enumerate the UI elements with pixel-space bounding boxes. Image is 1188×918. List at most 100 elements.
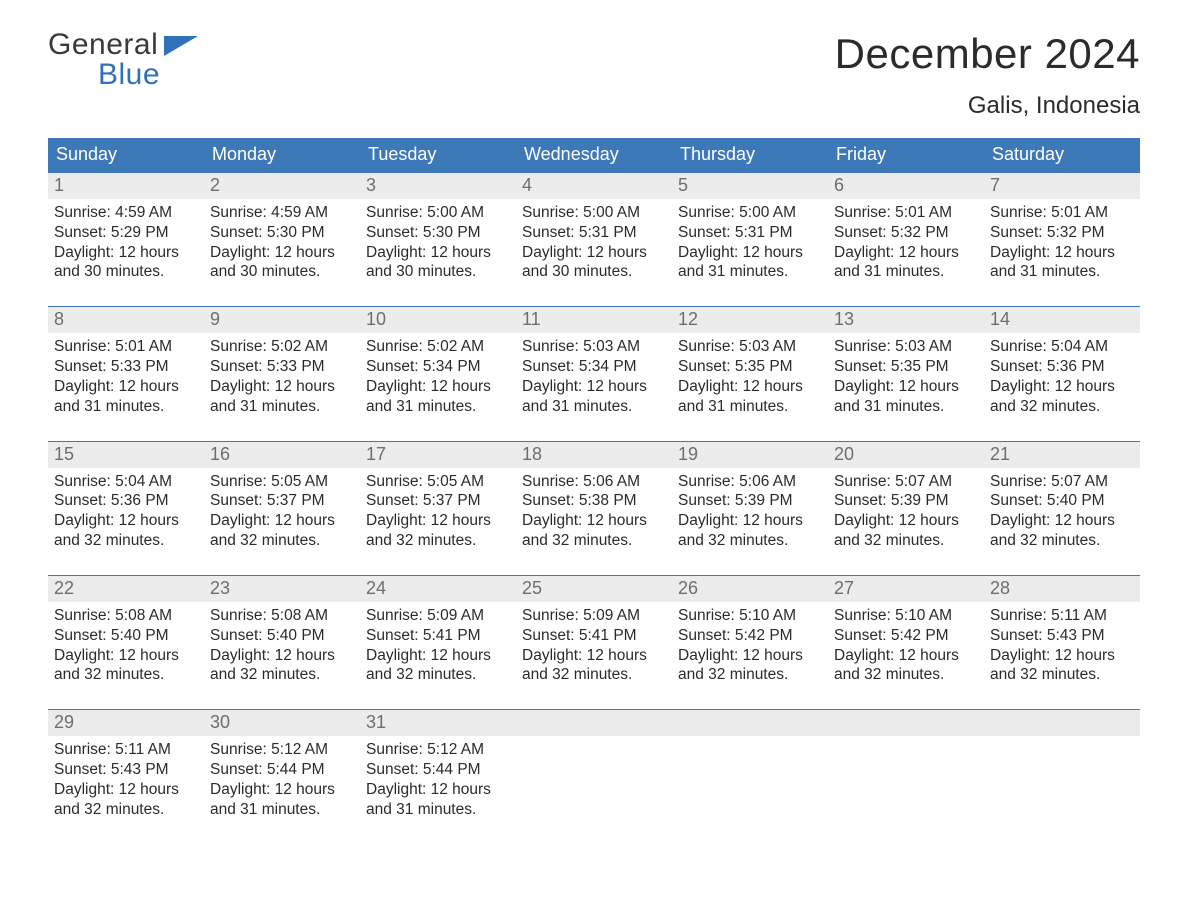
- sunset-text: Sunset: 5:37 PM: [366, 491, 510, 511]
- brand-line2: Blue: [98, 60, 160, 90]
- sunrise-text: Sunrise: 5:08 AM: [54, 606, 198, 626]
- day-number: [828, 710, 984, 736]
- sunset-text: Sunset: 5:42 PM: [678, 626, 822, 646]
- daylight-line2: and 32 minutes.: [210, 531, 354, 551]
- daylight-line2: and 31 minutes.: [54, 397, 198, 417]
- sunrise-text: Sunrise: 5:03 AM: [678, 337, 822, 357]
- day-body: Sunrise: 5:08 AMSunset: 5:40 PMDaylight:…: [204, 602, 360, 685]
- day-cell: 6Sunrise: 5:01 AMSunset: 5:32 PMDaylight…: [828, 173, 984, 282]
- day-cell: 13Sunrise: 5:03 AMSunset: 5:35 PMDayligh…: [828, 307, 984, 416]
- sunrise-text: Sunrise: 5:02 AM: [210, 337, 354, 357]
- daylight-line2: and 30 minutes.: [522, 262, 666, 282]
- daylight-line1: Daylight: 12 hours: [54, 646, 198, 666]
- header-row: General Blue December 2024 Galis, Indone…: [48, 30, 1140, 120]
- day-body: Sunrise: 5:03 AMSunset: 5:35 PMDaylight:…: [672, 333, 828, 416]
- day-cell: 21Sunrise: 5:07 AMSunset: 5:40 PMDayligh…: [984, 442, 1140, 551]
- day-body: [984, 736, 1140, 796]
- daylight-line1: Daylight: 12 hours: [834, 377, 978, 397]
- day-body: Sunrise: 5:01 AMSunset: 5:32 PMDaylight:…: [828, 199, 984, 282]
- day-number: 1: [48, 173, 204, 199]
- day-cell: 12Sunrise: 5:03 AMSunset: 5:35 PMDayligh…: [672, 307, 828, 416]
- day-cell: 30Sunrise: 5:12 AMSunset: 5:44 PMDayligh…: [204, 710, 360, 819]
- sunset-text: Sunset: 5:43 PM: [54, 760, 198, 780]
- sunrise-text: Sunrise: 5:10 AM: [678, 606, 822, 626]
- day-number: 11: [516, 307, 672, 333]
- daylight-line2: and 31 minutes.: [366, 800, 510, 820]
- day-cell: 28Sunrise: 5:11 AMSunset: 5:43 PMDayligh…: [984, 576, 1140, 685]
- day-body: Sunrise: 5:01 AMSunset: 5:33 PMDaylight:…: [48, 333, 204, 416]
- sunset-text: Sunset: 5:41 PM: [522, 626, 666, 646]
- daylight-line2: and 32 minutes.: [990, 397, 1134, 417]
- sunset-text: Sunset: 5:39 PM: [834, 491, 978, 511]
- sunrise-text: Sunrise: 5:12 AM: [210, 740, 354, 760]
- sunrise-text: Sunrise: 5:05 AM: [366, 472, 510, 492]
- sunrise-text: Sunrise: 5:01 AM: [54, 337, 198, 357]
- day-cell: 20Sunrise: 5:07 AMSunset: 5:39 PMDayligh…: [828, 442, 984, 551]
- day-cell: 4Sunrise: 5:00 AMSunset: 5:31 PMDaylight…: [516, 173, 672, 282]
- day-body: Sunrise: 5:04 AMSunset: 5:36 PMDaylight:…: [984, 333, 1140, 416]
- brand-line1: General: [48, 30, 160, 60]
- sunset-text: Sunset: 5:35 PM: [678, 357, 822, 377]
- sunset-text: Sunset: 5:33 PM: [54, 357, 198, 377]
- sunrise-text: Sunrise: 5:03 AM: [834, 337, 978, 357]
- day-number: 19: [672, 442, 828, 468]
- daylight-line2: and 31 minutes.: [210, 800, 354, 820]
- daylight-line2: and 32 minutes.: [678, 665, 822, 685]
- sunset-text: Sunset: 5:39 PM: [678, 491, 822, 511]
- day-cell: 11Sunrise: 5:03 AMSunset: 5:34 PMDayligh…: [516, 307, 672, 416]
- daylight-line1: Daylight: 12 hours: [522, 646, 666, 666]
- sunset-text: Sunset: 5:40 PM: [54, 626, 198, 646]
- dow-friday: Friday: [828, 138, 984, 172]
- day-of-week-header: Sunday Monday Tuesday Wednesday Thursday…: [48, 138, 1140, 172]
- daylight-line1: Daylight: 12 hours: [834, 243, 978, 263]
- day-body: Sunrise: 5:10 AMSunset: 5:42 PMDaylight:…: [828, 602, 984, 685]
- day-body: [672, 736, 828, 796]
- dow-monday: Monday: [204, 138, 360, 172]
- daylight-line2: and 32 minutes.: [678, 531, 822, 551]
- day-number: 13: [828, 307, 984, 333]
- day-body: Sunrise: 5:08 AMSunset: 5:40 PMDaylight:…: [48, 602, 204, 685]
- day-body: Sunrise: 5:07 AMSunset: 5:39 PMDaylight:…: [828, 468, 984, 551]
- day-cell: 18Sunrise: 5:06 AMSunset: 5:38 PMDayligh…: [516, 442, 672, 551]
- sunrise-text: Sunrise: 5:11 AM: [990, 606, 1134, 626]
- day-number: 10: [360, 307, 516, 333]
- daylight-line2: and 30 minutes.: [366, 262, 510, 282]
- brand-logo: General Blue: [48, 30, 198, 90]
- day-cell: 19Sunrise: 5:06 AMSunset: 5:39 PMDayligh…: [672, 442, 828, 551]
- day-body: Sunrise: 5:10 AMSunset: 5:42 PMDaylight:…: [672, 602, 828, 685]
- day-body: Sunrise: 5:04 AMSunset: 5:36 PMDaylight:…: [48, 468, 204, 551]
- location-label: Galis, Indonesia: [835, 92, 1140, 120]
- sunset-text: Sunset: 5:31 PM: [522, 223, 666, 243]
- day-cell: 5Sunrise: 5:00 AMSunset: 5:31 PMDaylight…: [672, 173, 828, 282]
- daylight-line1: Daylight: 12 hours: [210, 377, 354, 397]
- day-number: [984, 710, 1140, 736]
- day-cell: 22Sunrise: 5:08 AMSunset: 5:40 PMDayligh…: [48, 576, 204, 685]
- day-cell: 15Sunrise: 5:04 AMSunset: 5:36 PMDayligh…: [48, 442, 204, 551]
- daylight-line1: Daylight: 12 hours: [522, 377, 666, 397]
- day-body: Sunrise: 5:06 AMSunset: 5:38 PMDaylight:…: [516, 468, 672, 551]
- sunset-text: Sunset: 5:40 PM: [990, 491, 1134, 511]
- daylight-line1: Daylight: 12 hours: [834, 511, 978, 531]
- sunset-text: Sunset: 5:32 PM: [990, 223, 1134, 243]
- sunset-text: Sunset: 5:31 PM: [678, 223, 822, 243]
- daylight-line2: and 32 minutes.: [210, 665, 354, 685]
- daylight-line1: Daylight: 12 hours: [366, 377, 510, 397]
- day-number: 27: [828, 576, 984, 602]
- day-body: Sunrise: 5:02 AMSunset: 5:34 PMDaylight:…: [360, 333, 516, 416]
- daylight-line1: Daylight: 12 hours: [990, 243, 1134, 263]
- day-cell: 9Sunrise: 5:02 AMSunset: 5:33 PMDaylight…: [204, 307, 360, 416]
- sunrise-text: Sunrise: 5:00 AM: [678, 203, 822, 223]
- daylight-line1: Daylight: 12 hours: [54, 780, 198, 800]
- daylight-line1: Daylight: 12 hours: [54, 243, 198, 263]
- day-body: Sunrise: 5:09 AMSunset: 5:41 PMDaylight:…: [360, 602, 516, 685]
- heading-block: December 2024 Galis, Indonesia: [835, 30, 1140, 120]
- day-number: 22: [48, 576, 204, 602]
- daylight-line2: and 31 minutes.: [990, 262, 1134, 282]
- daylight-line2: and 31 minutes.: [834, 262, 978, 282]
- day-cell: [984, 710, 1140, 819]
- day-body: Sunrise: 5:05 AMSunset: 5:37 PMDaylight:…: [360, 468, 516, 551]
- daylight-line1: Daylight: 12 hours: [210, 780, 354, 800]
- sunset-text: Sunset: 5:29 PM: [54, 223, 198, 243]
- sunrise-text: Sunrise: 5:06 AM: [522, 472, 666, 492]
- sunrise-text: Sunrise: 5:02 AM: [366, 337, 510, 357]
